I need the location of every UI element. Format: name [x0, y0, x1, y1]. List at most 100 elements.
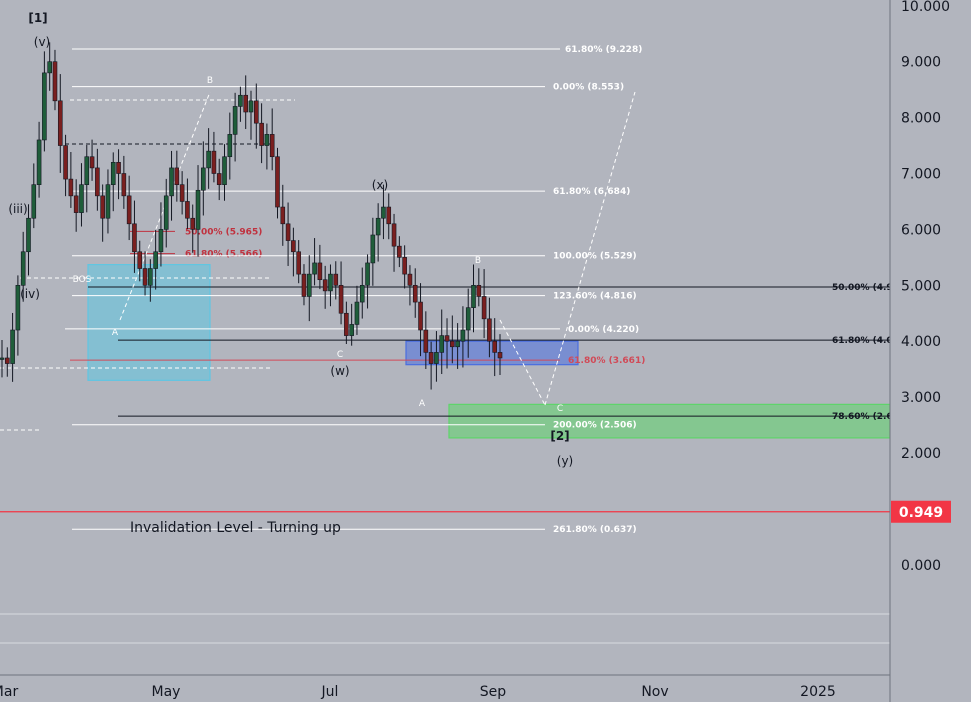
candle-down: [285, 223, 291, 241]
candle-down: [487, 318, 492, 342]
fib-level-label: 61.80% (5.566): [185, 250, 262, 260]
candle-down: [296, 251, 301, 275]
wave-label: A: [419, 399, 426, 409]
candle-down: [63, 145, 68, 180]
projection-dashed-line: [499, 319, 546, 406]
candle-down: [423, 329, 429, 353]
candle-down: [450, 340, 455, 348]
candle-down: [280, 206, 286, 225]
candle-down: [190, 217, 196, 230]
candle-down: [397, 245, 402, 258]
fib-level-label: 200.00% (2.506): [553, 421, 637, 431]
candle-up: [201, 167, 206, 191]
price-tick-label: 4.000: [901, 334, 941, 350]
time-tick-label: Jul: [321, 684, 339, 700]
candle-down: [322, 279, 328, 292]
candle-down: [95, 167, 100, 197]
candle-up: [312, 262, 317, 275]
candle-down: [317, 262, 323, 281]
candle-up: [153, 251, 158, 269]
candle-down: [386, 206, 392, 225]
fib-level-label: 61.80% (4.02: [832, 336, 899, 346]
wave-label: (x): [372, 178, 388, 192]
candle-up: [434, 352, 439, 364]
candle-down: [52, 61, 58, 102]
candle-up: [349, 324, 354, 336]
current-price-value: 0.949: [899, 505, 943, 521]
blue-zone: [405, 340, 579, 366]
candle-down: [428, 352, 434, 364]
candle-up: [455, 340, 460, 348]
time-tick-label: Nov: [641, 684, 668, 700]
price-tick-label: 6.000: [901, 222, 941, 238]
candle-up: [15, 284, 21, 331]
candle-up: [328, 273, 333, 292]
candle-up: [227, 134, 233, 158]
wave-label: C: [557, 404, 563, 414]
fib-level-label: 0.00% (8.553): [553, 83, 624, 93]
candle-up: [169, 167, 174, 197]
candle-up: [381, 206, 386, 219]
fib-level-label: 100.00% (5.529): [553, 252, 637, 262]
candle-up: [36, 139, 42, 185]
candle-down: [126, 195, 132, 225]
candle-up: [359, 284, 365, 303]
fib-level-label: 78.60% (2.66: [832, 412, 899, 422]
fib-level-label: 261.80% (0.637): [553, 525, 637, 535]
candle-down: [57, 100, 63, 146]
candle-down: [275, 156, 280, 208]
candle-up: [148, 268, 153, 286]
price-tick-label: 8.000: [901, 111, 941, 127]
candle-down: [185, 201, 190, 219]
candle-down: [492, 340, 498, 353]
fib-level-label: 123.60% (4.816): [553, 292, 637, 302]
candle-down: [116, 162, 121, 174]
candle-up: [222, 156, 227, 185]
candle-up: [306, 273, 312, 297]
candle-down: [407, 273, 413, 286]
candle-down: [476, 284, 482, 297]
price-axis-panel[interactable]: [890, 0, 971, 702]
candle-up: [158, 229, 164, 253]
candle-up: [0, 357, 5, 360]
candle-down: [391, 223, 397, 247]
candle-up: [232, 106, 238, 135]
fib-level-label: 0.00% (4.220): [568, 325, 639, 335]
price-tick-label: 0.000: [901, 558, 941, 574]
candle-down: [497, 352, 503, 359]
wave-label: (w): [330, 364, 349, 378]
time-tick-label: May: [152, 684, 181, 700]
candle-up: [354, 301, 360, 325]
candle-down: [142, 268, 148, 286]
wave-label: BOS: [73, 275, 92, 285]
candle-up: [460, 329, 466, 342]
wave-label: A: [112, 328, 119, 338]
candle-down: [179, 184, 185, 202]
fib-level-label: 61.80% (9.228): [565, 45, 642, 55]
current-price-badge: [891, 500, 951, 523]
candle-down: [73, 195, 79, 213]
candle-up: [375, 217, 381, 236]
candle-up: [195, 189, 201, 230]
candle-up: [248, 100, 254, 113]
candle-up: [31, 184, 37, 219]
candle-down: [344, 312, 349, 336]
wave-label: C: [337, 350, 343, 360]
price-tick-label: 9.000: [901, 55, 941, 71]
candle-up: [42, 72, 47, 141]
candle-up: [465, 307, 471, 331]
candle-down: [402, 257, 407, 275]
candle-up: [79, 184, 84, 213]
candle-down: [259, 122, 264, 146]
fib-level-label: 50.00% (5.965): [185, 227, 262, 237]
fib-level-label: 61.80% (3.661): [568, 356, 645, 366]
candle-up: [10, 329, 15, 364]
price-tick-label: 7.000: [901, 167, 941, 183]
wave-label: (v): [34, 35, 50, 49]
candle-down: [481, 296, 487, 320]
wave-label: [1]: [28, 11, 47, 25]
candle-down: [89, 156, 95, 169]
candle-down: [137, 251, 143, 269]
